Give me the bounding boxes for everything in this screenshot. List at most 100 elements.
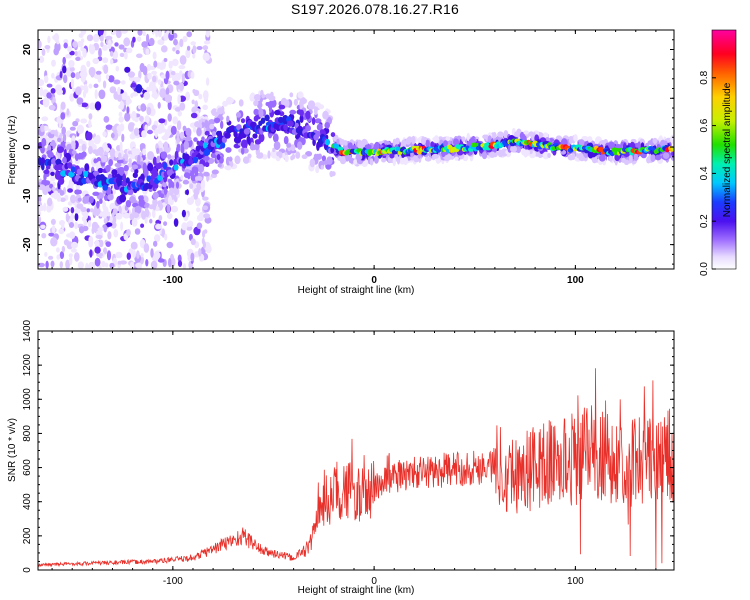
heatmap-cell: [154, 234, 161, 243]
heatmap-cell: [314, 102, 321, 107]
heatmap-cell: [56, 40, 60, 45]
heatmap-cell: [157, 79, 162, 85]
heatmap-cell: [92, 191, 100, 196]
heatmap-cell: [163, 58, 168, 62]
heatmap-cell: [392, 157, 396, 167]
heatmap-cell: [138, 70, 142, 80]
heatmap-cell: [178, 82, 185, 91]
heatmap-cell: [209, 123, 215, 130]
heatmap-cell: [411, 135, 416, 145]
heatmap-cell: [94, 101, 102, 111]
heatmap-cell: [181, 209, 186, 218]
heatmap-cell: [86, 34, 94, 42]
heatmap-cell: [131, 91, 139, 97]
heatmap-cell: [201, 136, 205, 141]
heatmap-cell: [198, 119, 203, 125]
heatmap-cell: [278, 151, 283, 159]
heatmap-cell: [47, 197, 53, 207]
heatmap-cell: [179, 38, 184, 48]
heatmap-cell: [161, 135, 169, 141]
heatmap-cell: [482, 134, 488, 140]
heatmap-cell: [102, 80, 107, 89]
spectrogram-xlabel: Height of straight line (km): [298, 285, 415, 296]
heatmap-cell: [146, 106, 152, 116]
heatmap-cell: [155, 223, 162, 230]
heatmap-cell: [133, 76, 141, 83]
heatmap-cell: [62, 65, 67, 74]
heatmap-cell: [315, 130, 321, 138]
heatmap-cell: [126, 252, 131, 260]
heatmap-cell: [192, 53, 196, 59]
heatmap-cell: [186, 225, 193, 231]
heatmap-cell: [297, 91, 304, 99]
heatmap-cell: [118, 152, 122, 160]
heatmap-cell: [114, 162, 122, 168]
heatmap-cell: [168, 60, 173, 69]
y-tick-label: 800: [22, 425, 33, 442]
heatmap-cell: [98, 89, 106, 100]
heatmap-cell: [114, 42, 119, 47]
heatmap-cell: [55, 158, 62, 166]
heatmap-cell: [519, 131, 526, 140]
heatmap-cell: [134, 205, 142, 215]
heatmap-cell: [66, 108, 70, 116]
heatmap-cell: [250, 142, 255, 151]
heatmap-cell: [44, 45, 51, 50]
colorbar-tick-label: 0.8: [699, 70, 710, 84]
heatmap-cell: [113, 79, 121, 85]
heatmap-cell: [191, 99, 195, 105]
heatmap-cell: [166, 204, 171, 214]
heatmap-cell: [88, 66, 96, 77]
heatmap-cell: [131, 110, 137, 121]
heatmap-cell: [197, 163, 205, 173]
heatmap-cell: [110, 221, 117, 229]
heatmap-cell: [247, 153, 252, 159]
heatmap-cell: [67, 188, 73, 193]
heatmap-cell: [50, 218, 56, 225]
heatmap-cell: [50, 193, 57, 198]
heatmap-cell: [217, 163, 222, 168]
heatmap-cell: [56, 254, 61, 260]
heatmap-cell: [190, 112, 198, 119]
colorbar-gradient: [711, 29, 737, 270]
heatmap-cell: [50, 88, 56, 94]
heatmap-cell: [249, 92, 256, 102]
heatmap-cell: [39, 86, 44, 97]
heatmap-cell: [182, 179, 190, 185]
heatmap-cell: [107, 39, 112, 50]
heatmap-cell: [258, 108, 264, 118]
heatmap-cell: [163, 187, 168, 196]
heatmap-cell: [57, 137, 62, 142]
heatmap-cell: [122, 212, 130, 219]
heatmap-cell: [650, 154, 656, 162]
heatmap-cell: [75, 72, 81, 80]
heatmap-cell: [77, 152, 85, 160]
heatmap-cell: [123, 164, 129, 172]
heatmap-cell: [431, 153, 439, 159]
heatmap-cell: [63, 39, 69, 44]
heatmap-cell: [172, 116, 178, 125]
heatmap-cell: [45, 260, 49, 269]
heatmap-cell: [119, 260, 128, 265]
heatmap-cell: [56, 88, 63, 96]
heatmap-cell: [196, 46, 203, 50]
heatmap-cell: [193, 137, 198, 142]
heatmap-cell: [234, 155, 241, 165]
heatmap-cell: [136, 36, 142, 42]
heatmap-cell: [186, 221, 193, 227]
heatmap-cell: [63, 239, 70, 246]
heatmap-cell: [265, 93, 272, 99]
heatmap-cell: [50, 175, 56, 182]
heatmap-cell: [101, 211, 106, 217]
y-tick-label: 10: [22, 92, 33, 104]
heatmap-cell: [424, 156, 432, 162]
heatmap-cell: [163, 32, 169, 41]
heatmap-cell: [286, 143, 292, 148]
heatmap-cell: [364, 144, 372, 150]
heatmap-cell: [587, 150, 594, 159]
heatmap-cell: [139, 115, 144, 122]
heatmap-cell: [167, 100, 172, 111]
heatmap-cell: [59, 190, 65, 196]
heatmap-cell: [337, 146, 344, 152]
